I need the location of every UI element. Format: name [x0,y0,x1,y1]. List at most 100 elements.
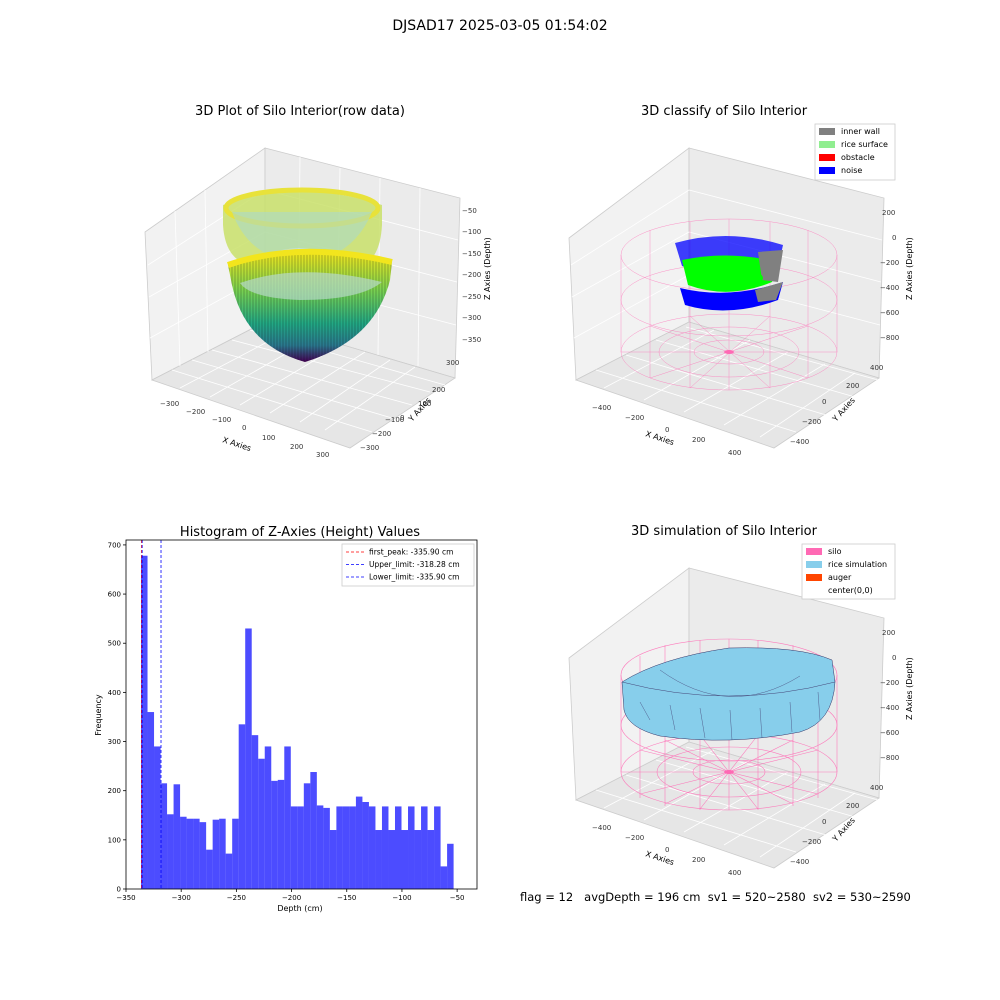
legend-label: rice surface [841,140,888,149]
histogram-bar [173,784,181,889]
legend-swatch [819,167,835,174]
classify-xtick: −200 [625,414,644,422]
legend-label: noise [841,166,862,175]
histogram-bar [219,818,226,889]
classify-ztick: −400 [880,284,899,292]
histogram-bar [316,805,324,889]
histogram-bar [225,853,233,889]
histogram-y-ticks: 0 100 200 300 400 500 600 700 [108,541,126,894]
classify-ytick: −400 [790,438,809,446]
sim-xlabel: X Axies [644,849,675,867]
legend-swatch [806,561,822,568]
sim-ztick: −400 [880,704,899,712]
sim-ytick: −200 [802,838,821,846]
sim-ytick: −400 [790,858,809,866]
histogram-bar [251,735,259,889]
flag-text: flag = 12 [520,890,574,904]
histogram-x-tick-label: −350 [116,894,135,902]
raw-xlabel: X Axies [221,435,252,453]
histogram-legend-box [341,543,475,587]
histogram-xlabel: Depth (cm) [277,904,322,913]
classify-ztick: 200 [882,209,895,217]
histogram-bar [362,801,369,889]
legend-swatch [806,587,822,594]
histogram-x-tick-label: −300 [172,894,191,902]
histogram-bar [421,806,428,889]
histogram-bar [147,712,155,889]
raw-ztick: −150 [462,250,481,258]
raw-ytick: 200 [432,386,445,394]
histogram-bar [434,806,441,889]
histogram-bar [264,746,272,889]
classify-surfaces [675,235,783,311]
histogram-bar [323,807,330,889]
raw-y-ticks: 300 200 100 0 −100 −200 −300 [360,359,459,452]
raw-plot-title: 3D Plot of Silo Interior(row data) [195,104,405,119]
raw-xtick: −200 [186,408,205,416]
histogram-y-tick-label: 100 [108,836,121,844]
histogram-legend-label: first_peak: -335.90 cm [369,548,453,557]
histogram-y-tick-label: 300 [108,738,121,746]
raw-ytick: 300 [446,359,459,367]
histogram-bar [349,806,356,889]
histogram-bar [193,818,200,889]
histogram-bar [408,806,415,889]
raw-ytick: 0 [400,414,404,422]
classify-xtick: −400 [592,404,611,412]
histogram-x-ticks: −350 −300 −250 −200 −150 −100 −50 [116,889,465,902]
histogram-legend-label: Lower_limit: -335.90 cm [369,573,459,582]
histogram-bar [355,796,363,889]
histogram-y-tick-label: 500 [108,640,121,648]
raw-3d-plot: −300 −200 −100 0 100 200 300 X Axies 300… [144,147,492,459]
legend-label: auger [828,573,852,582]
histogram-bar [186,818,194,889]
legend-label: silo [828,547,842,556]
raw-ztick: −350 [462,336,481,344]
histogram-frame [125,539,478,890]
sim-ztick: 200 [882,629,895,637]
raw-xtick: −100 [212,416,231,424]
raw-ytick: −300 [360,444,379,452]
histogram-bar [336,806,343,889]
classify-ztick: −800 [880,334,899,342]
raw-zlabel: Z Axies (Depth) [483,237,492,300]
status-footer: flag = 12 avgDepth = 196 cm sv1 = 520~25… [520,890,911,904]
legend-label: inner wall [841,127,880,136]
sim-ytick: 400 [870,784,883,792]
sim-ztick: −600 [880,729,899,737]
simulation-3d-plot: silo rice simulation auger center(0,0) −… [568,543,914,877]
classify-xtick: 0 [665,426,669,434]
histogram-bar [141,555,148,889]
raw-upper-surface [223,187,382,268]
histogram-bar [238,724,246,889]
histogram-bar [199,822,207,889]
histogram-y-tick-label: 200 [108,787,121,795]
histogram-bar [284,746,291,889]
histogram-bar [271,780,278,889]
legend-label: rice simulation [828,560,887,569]
histogram-bar [297,806,304,889]
histogram-bar [206,849,213,889]
histogram-bar [160,783,168,889]
sim-ztick: −800 [880,754,899,762]
histogram-bar [447,843,454,889]
histogram-y-tick-label: 400 [108,689,121,697]
histogram-legend-label: Upper_limit: -318.28 cm [369,560,460,569]
classify-ztick: 0 [892,234,896,242]
sim-ztick: 0 [892,654,896,662]
classify-xtick: 200 [692,436,705,444]
raw-ztick: −50 [462,207,477,215]
raw-ytick: 100 [418,400,431,408]
histogram-bar [394,806,402,889]
simulation-plot-title: 3D simulation of Silo Interior [631,524,817,539]
histogram-bar [414,830,422,889]
histogram-bar [232,818,239,889]
avg-depth-text: avgDepth = 196 cm [584,890,701,904]
raw-xtick: 200 [290,443,303,451]
histogram-bar [375,830,382,889]
histogram-bar [180,816,187,889]
histogram-lines [141,540,162,889]
histogram-bar [303,783,311,889]
figure-title: DJSAD17 2025-03-05 01:54:02 [392,18,608,34]
raw-xtick: 100 [262,434,275,442]
